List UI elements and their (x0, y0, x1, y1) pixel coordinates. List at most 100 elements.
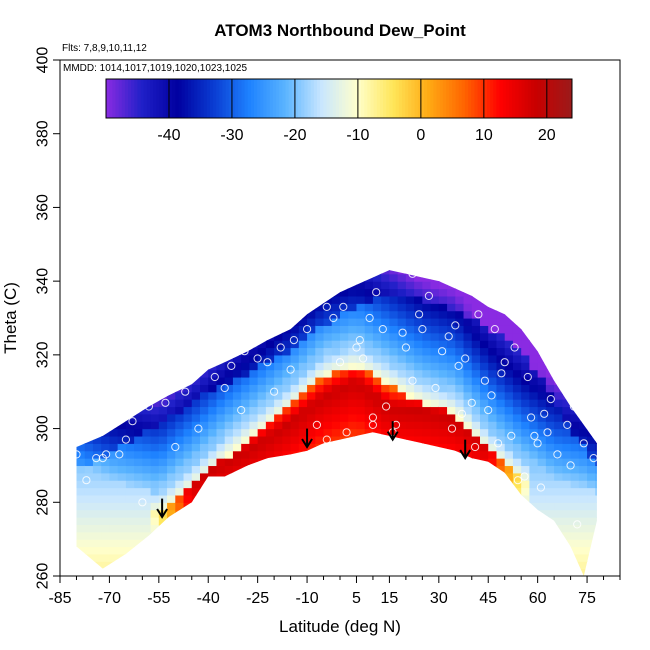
heatmap-cell (92, 568, 102, 576)
heatmap-cell (430, 480, 440, 489)
heatmap-cell (265, 399, 275, 408)
heatmap-cell (480, 428, 489, 437)
colorbar-swatch (301, 79, 305, 118)
heatmap-cell (414, 362, 423, 371)
heatmap-cell (422, 406, 432, 415)
heatmap-cell (364, 332, 374, 341)
heatmap-cell (604, 340, 613, 348)
heatmap-cell (372, 524, 382, 533)
heatmap-cell (364, 472, 374, 481)
heatmap-cell (134, 480, 143, 489)
heatmap-cell (76, 428, 78, 437)
heatmap-cell (290, 494, 300, 503)
heatmap-cell (381, 428, 391, 437)
heatmap-cell (422, 531, 432, 540)
heatmap-cell (323, 406, 333, 415)
heatmap-cell (60, 547, 69, 555)
heatmap-cell (537, 332, 547, 341)
heatmap-cell (249, 465, 259, 474)
heatmap-cell (208, 413, 218, 422)
heatmap-cell (422, 517, 432, 525)
heatmap-cell (348, 509, 358, 518)
heatmap-cell (480, 502, 489, 511)
heatmap-cell (101, 480, 111, 489)
heatmap-cell (397, 568, 407, 576)
heatmap-cell (554, 450, 563, 459)
heatmap-cell (208, 399, 218, 408)
heatmap-cell (109, 472, 119, 481)
heatmap-cell (150, 472, 160, 481)
heatmap-cell (554, 273, 563, 282)
heatmap-cell (348, 539, 358, 548)
heatmap-cell (414, 435, 423, 444)
heatmap-cell (290, 568, 300, 576)
heatmap-cell (192, 259, 201, 267)
heatmap-cell (117, 295, 127, 304)
heatmap-cell (331, 413, 341, 422)
heatmap-cell (167, 303, 176, 312)
heatmap-cell (92, 347, 102, 356)
heatmap-cell (60, 554, 69, 562)
heatmap-cell (216, 362, 226, 371)
heatmap-cell (521, 531, 531, 540)
heatmap-cell (167, 340, 176, 349)
heatmap-cell (578, 458, 588, 467)
heatmap-cell (447, 399, 456, 408)
heatmap-cell (241, 288, 251, 297)
heatmap-cell (348, 354, 358, 363)
heatmap-cell (529, 465, 539, 474)
heatmap-cell (496, 399, 506, 408)
heatmap-cell (216, 509, 226, 518)
heatmap-cell (397, 553, 407, 562)
heatmap-cell (471, 413, 481, 422)
heatmap-cell (381, 332, 391, 341)
heatmap-cell (496, 376, 506, 385)
heatmap-cell (76, 406, 86, 415)
heatmap-cell (381, 318, 391, 326)
heatmap-cell (200, 295, 209, 304)
colorbar-swatch (250, 79, 255, 118)
heatmap-cell (125, 273, 135, 282)
heatmap-cell (496, 421, 506, 430)
heatmap-cell (183, 295, 193, 304)
colorbar-swatch (316, 79, 321, 118)
heatmap-cell (447, 450, 456, 459)
heatmap-cell (381, 270, 391, 275)
heatmap-cell (604, 502, 613, 510)
heatmap-cell (372, 443, 382, 452)
heatmap-cell (348, 458, 358, 467)
heatmap-cell (208, 435, 218, 444)
heatmap-cell (595, 413, 597, 422)
heatmap-cell (504, 288, 514, 297)
colorbar-swatch (140, 79, 145, 118)
colorbar-swatch (244, 79, 249, 118)
heatmap-cell (232, 413, 242, 422)
heatmap-cell (372, 318, 382, 326)
heatmap-cell (92, 325, 102, 334)
heatmap-cell (265, 546, 275, 555)
colorbar-swatch (556, 79, 560, 118)
colorbar-swatch (137, 79, 142, 118)
heatmap-cell (315, 568, 325, 576)
heatmap-cell (604, 465, 613, 473)
heatmap-cell (595, 340, 597, 349)
heatmap-cell (595, 273, 597, 282)
heatmap-cell (241, 465, 251, 474)
heatmap-cell (282, 318, 292, 326)
heatmap-cell (529, 318, 539, 326)
heatmap-cell (158, 553, 168, 562)
heatmap-cell (512, 465, 522, 474)
heatmap-cell (241, 561, 251, 570)
heatmap-cell (430, 384, 440, 393)
heatmap-cell (282, 406, 292, 415)
heatmap-cell (471, 487, 481, 496)
heatmap-cell (158, 270, 168, 275)
heatmap-cell (545, 487, 555, 496)
heatmap-cell (331, 546, 341, 555)
heatmap-cell (191, 472, 201, 481)
heatmap-cell (488, 354, 498, 363)
heatmap-cell (389, 502, 399, 511)
heatmap-cell (389, 458, 399, 467)
heatmap-cell (348, 480, 358, 489)
heatmap-cell (274, 369, 283, 378)
